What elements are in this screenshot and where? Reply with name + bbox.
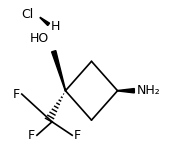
Text: F: F [13, 88, 20, 101]
Text: H: H [50, 19, 60, 33]
Text: F: F [74, 129, 81, 142]
Text: HO: HO [29, 32, 49, 45]
Text: NH₂: NH₂ [137, 84, 160, 97]
Polygon shape [40, 17, 50, 26]
Polygon shape [52, 51, 66, 91]
Text: Cl: Cl [21, 8, 33, 21]
Polygon shape [117, 89, 134, 93]
Text: F: F [28, 129, 35, 142]
